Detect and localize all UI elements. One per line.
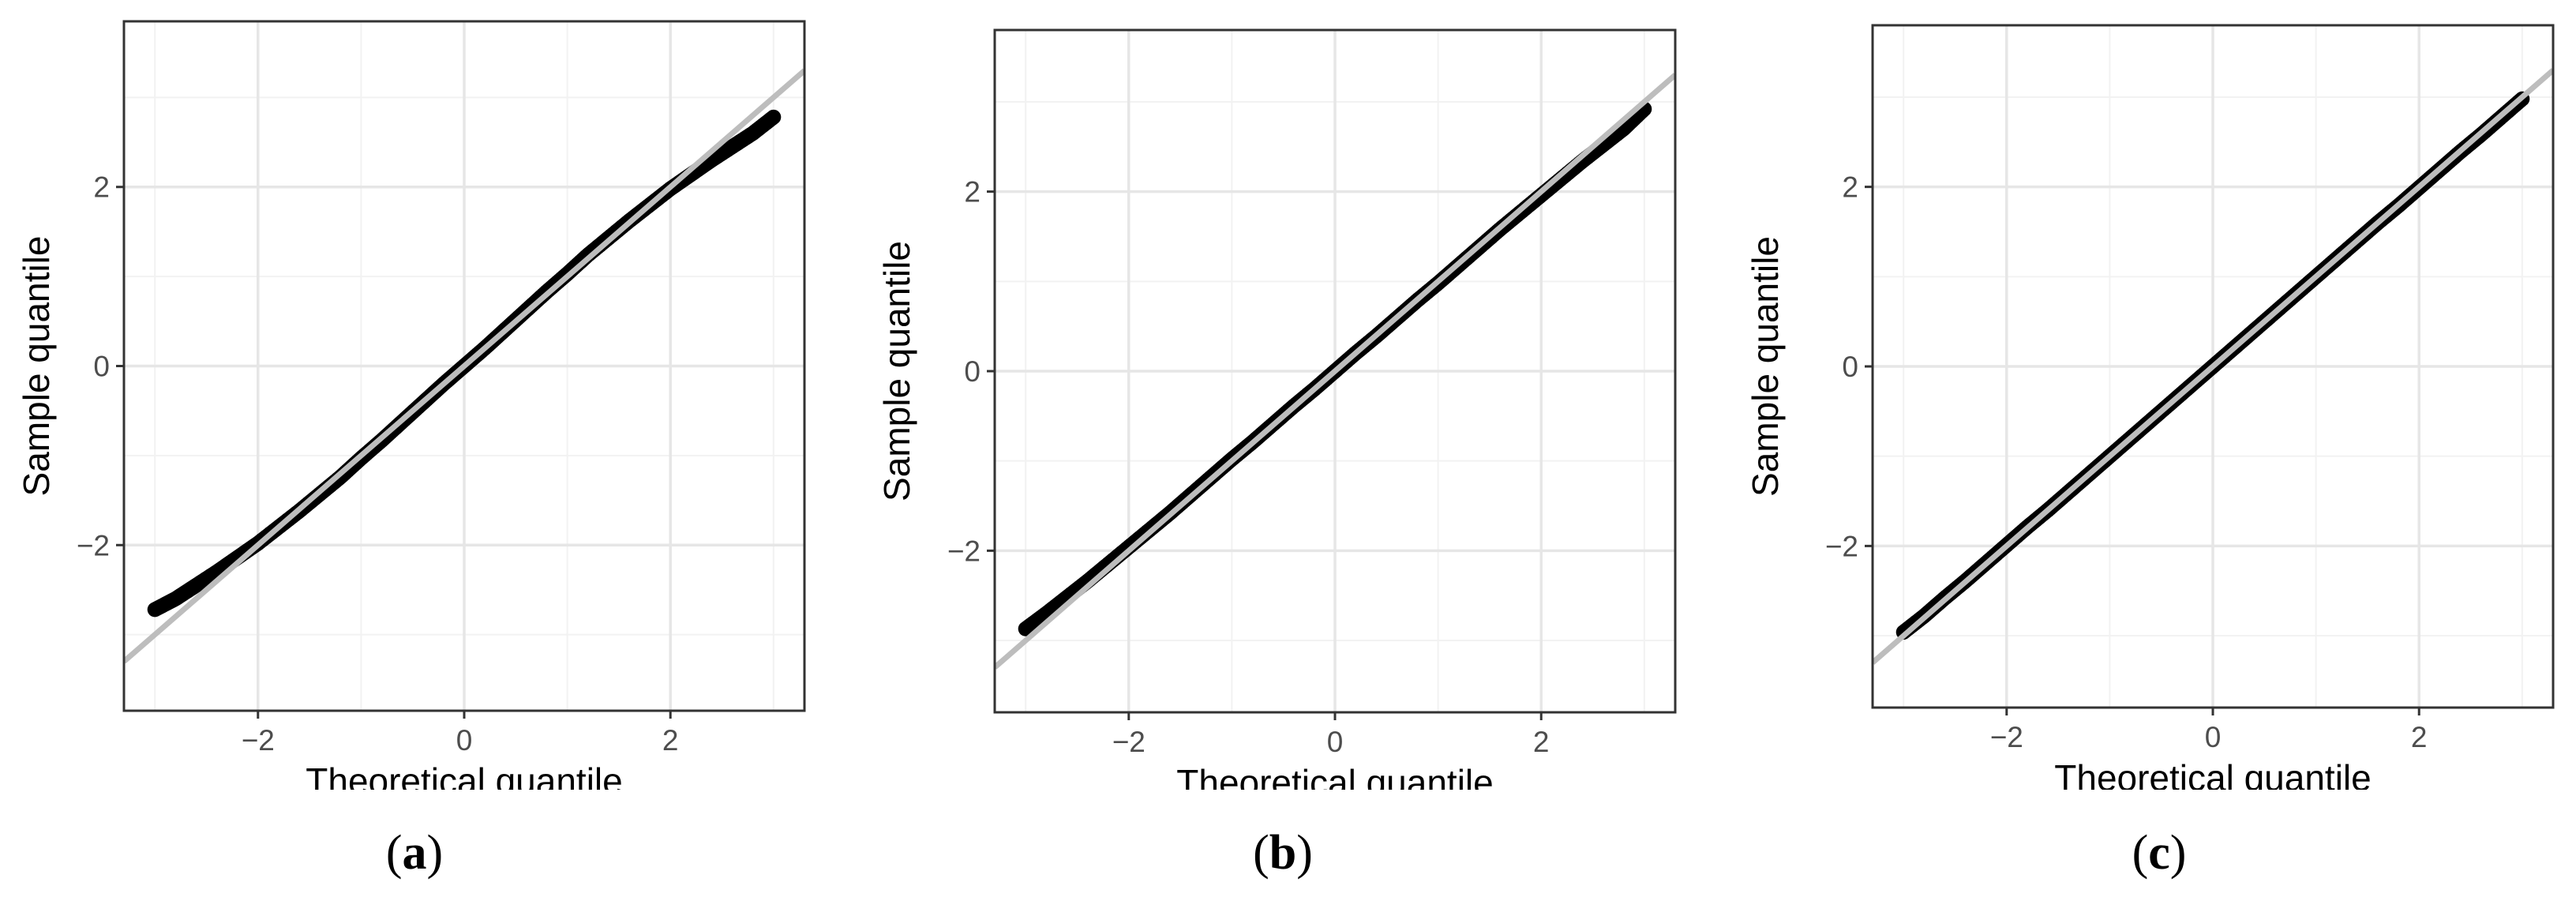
caption-close-paren: ) [426,826,444,880]
x-tick-label: 0 [456,724,473,757]
y-axis-title: Sample quantile [16,236,57,497]
qq-plot-panel-b: −2 0 2 −2 0 2 Theoretical quantile Sample quant… [861,0,1697,920]
plot-area [124,68,804,664]
y-tick-label: 2 [93,171,110,204]
y-tick-label: −2 [1825,530,1858,562]
plot-area [995,73,1675,670]
caption-letter: a [402,826,427,880]
y-tick-label: −2 [77,529,110,561]
y-tick-label: 0 [964,355,981,388]
caption-a: (a) [336,825,493,881]
caption-close-paren: ) [2169,826,2187,880]
x-tick-label: 0 [1327,726,1344,758]
plot-area [1873,68,2553,665]
x-axis-title: Theoretical quantile [2054,757,2371,790]
caption-b: (b) [1204,825,1362,881]
caption-c: (c) [2080,825,2238,881]
caption-close-paren: ) [1296,826,1313,880]
x-tick-label: 2 [662,724,679,757]
x-tick-label: 2 [2411,721,2428,753]
qq-plot-c: −2 0 2 −2 0 2 Theoretical quantile Sample quant… [1745,24,2555,790]
caption-open-paren: ( [385,826,403,880]
caption-letter: b [1269,826,1297,880]
qq-plot-b: −2 0 2 −2 0 2 Theoretical quantile Sample quant… [876,28,1677,790]
y-tick-label: −2 [947,535,981,567]
data-point [766,109,782,125]
caption-open-paren: ( [1253,826,1269,880]
qq-plot-panel-c: −2 0 2 −2 0 2 Theoretical quantile Sample quant… [1729,0,2576,920]
x-tick-label: 0 [2205,721,2222,753]
y-axis-title: Sample quantile [876,241,917,501]
y-tick-label: 0 [93,351,110,383]
caption-letter: c [2148,826,2170,880]
y-tick-label: 0 [1842,351,1858,383]
reference-line [1873,68,2553,665]
x-tick-label: −2 [242,724,275,757]
caption-open-paren: ( [2132,826,2149,880]
x-axis-title: Theoretical quantile [1176,762,1493,790]
y-tick-label: 2 [964,176,981,208]
x-tick-label: −2 [1112,726,1146,758]
y-tick-label: 2 [1842,171,1858,204]
qq-plot-panel-a: −2 0 2 −2 0 2 Theoretical quantile Sample quant… [0,0,837,920]
qq-plot-a: −2 0 2 −2 0 2 Theoretical quantile Sample quant… [16,20,806,790]
reference-line [995,73,1675,670]
x-axis-title: Theoretical quantile [306,760,622,790]
x-tick-label: 2 [1533,726,1550,758]
reference-line [124,68,804,664]
x-tick-label: −2 [1990,721,2023,753]
y-axis-title: Sample quantile [1745,236,1786,497]
